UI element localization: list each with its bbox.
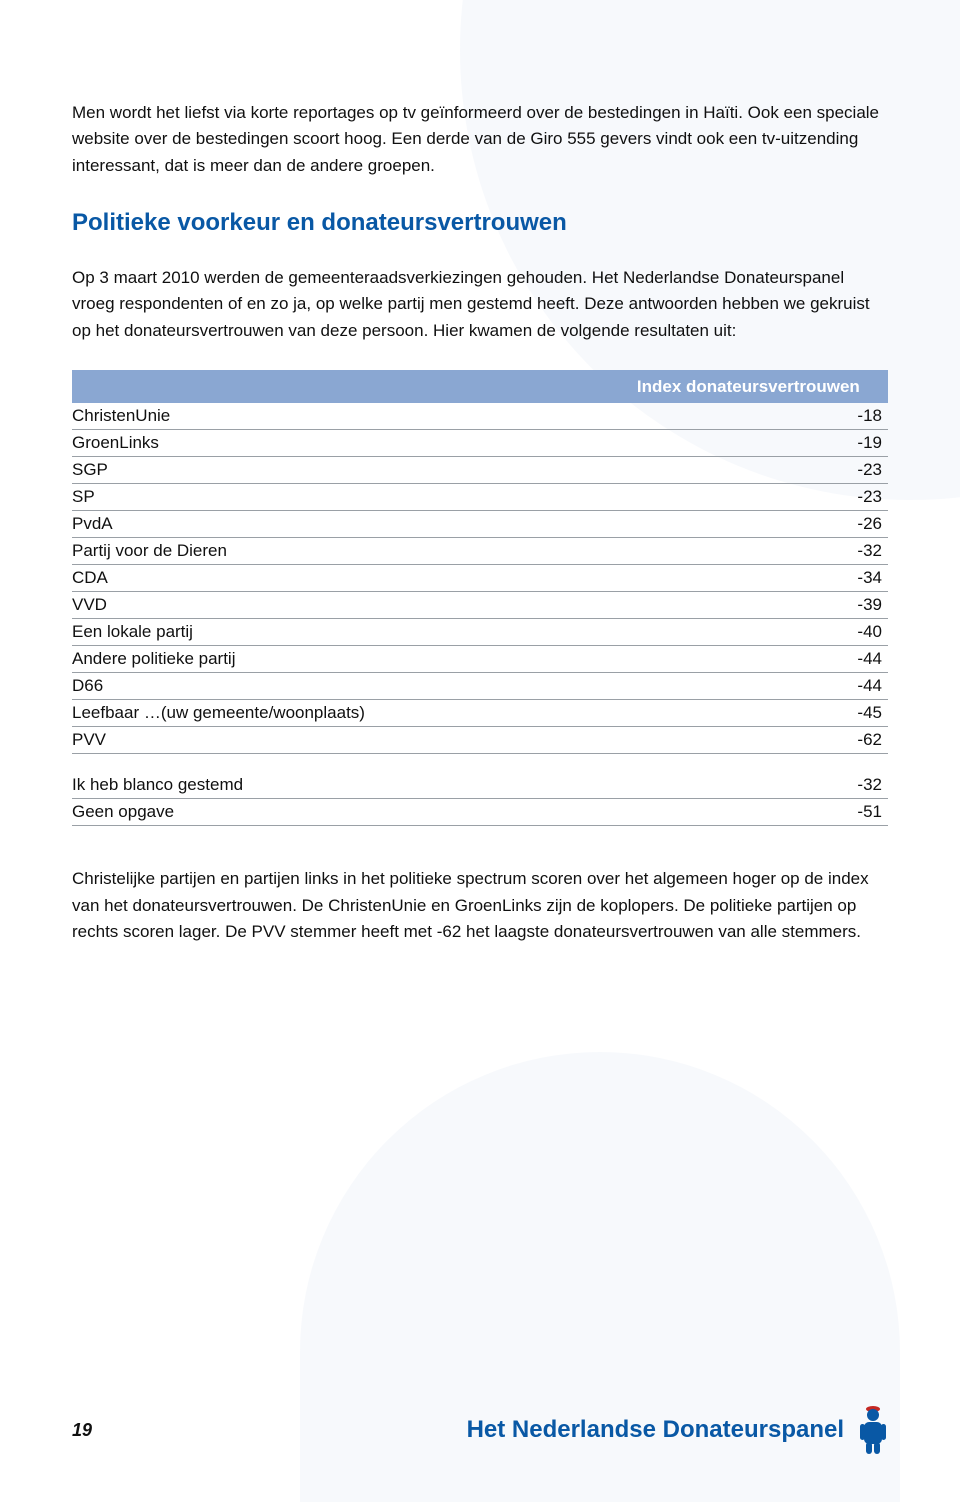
index-table: Index donateursvertrouwen ChristenUnie-1… — [72, 370, 888, 754]
row-label: CDA — [72, 565, 627, 592]
row-label: SP — [72, 484, 627, 511]
intro-paragraph: Men wordt het liefst via korte reportage… — [72, 100, 888, 179]
row-label: PVV — [72, 727, 627, 754]
row-label: SGP — [72, 457, 627, 484]
row-label: Geen opgave — [72, 799, 627, 826]
table-row: GroenLinks-19 — [72, 430, 888, 457]
row-value: -34 — [627, 565, 888, 592]
page-number: 19 — [72, 1420, 92, 1441]
table-header-blank — [72, 370, 627, 403]
page-footer: 19 Het Nederlandse Donateurspanel — [0, 1404, 960, 1456]
row-label: ChristenUnie — [72, 403, 627, 430]
table-row: Partij voor de Dieren-32 — [72, 538, 888, 565]
donor-person-icon — [858, 1404, 888, 1456]
row-value: -51 — [627, 799, 888, 826]
row-label: GroenLinks — [72, 430, 627, 457]
table-row: D66-44 — [72, 673, 888, 700]
row-value: -23 — [627, 484, 888, 511]
row-value: -26 — [627, 511, 888, 538]
conclusion-paragraph: Christelijke partijen en partijen links … — [72, 866, 888, 945]
row-value: -39 — [627, 592, 888, 619]
footer-right: Het Nederlandse Donateurspanel — [467, 1404, 888, 1456]
row-value: -44 — [627, 646, 888, 673]
row-label: Een lokale partij — [72, 619, 627, 646]
table-row: PVV-62 — [72, 727, 888, 754]
index-table-secondary: Ik heb blanco gestemd-32 Geen opgave-51 — [72, 772, 888, 826]
row-value: -18 — [627, 403, 888, 430]
row-value: -45 — [627, 700, 888, 727]
table-row: Ik heb blanco gestemd-32 — [72, 772, 888, 799]
row-value: -40 — [627, 619, 888, 646]
table-row: ChristenUnie-18 — [72, 403, 888, 430]
table-row: SP-23 — [72, 484, 888, 511]
row-value: -23 — [627, 457, 888, 484]
table-row: CDA-34 — [72, 565, 888, 592]
table-row: VVD-39 — [72, 592, 888, 619]
row-value: -62 — [627, 727, 888, 754]
row-value: -19 — [627, 430, 888, 457]
row-label: Ik heb blanco gestemd — [72, 772, 627, 799]
row-label: D66 — [72, 673, 627, 700]
table-row: Een lokale partij-40 — [72, 619, 888, 646]
row-value: -44 — [627, 673, 888, 700]
row-label: Partij voor de Dieren — [72, 538, 627, 565]
section-paragraph: Op 3 maart 2010 werden de gemeenteraadsv… — [72, 265, 888, 344]
table-row: Leefbaar …(uw gemeente/woonplaats)-45 — [72, 700, 888, 727]
row-value: -32 — [627, 772, 888, 799]
row-label: Andere politieke partij — [72, 646, 627, 673]
row-label: VVD — [72, 592, 627, 619]
row-label: PvdA — [72, 511, 627, 538]
row-value: -32 — [627, 538, 888, 565]
table-row: SGP-23 — [72, 457, 888, 484]
table-header-index: Index donateursvertrouwen — [627, 370, 888, 403]
table-row: Geen opgave-51 — [72, 799, 888, 826]
row-label: Leefbaar …(uw gemeente/woonplaats) — [72, 700, 627, 727]
table-row: Andere politieke partij-44 — [72, 646, 888, 673]
footer-title: Het Nederlandse Donateurspanel — [467, 1416, 844, 1444]
page-content: Men wordt het liefst via korte reportage… — [0, 0, 960, 945]
table-row: PvdA-26 — [72, 511, 888, 538]
section-heading: Politieke voorkeur en donateursvertrouwe… — [72, 209, 888, 237]
